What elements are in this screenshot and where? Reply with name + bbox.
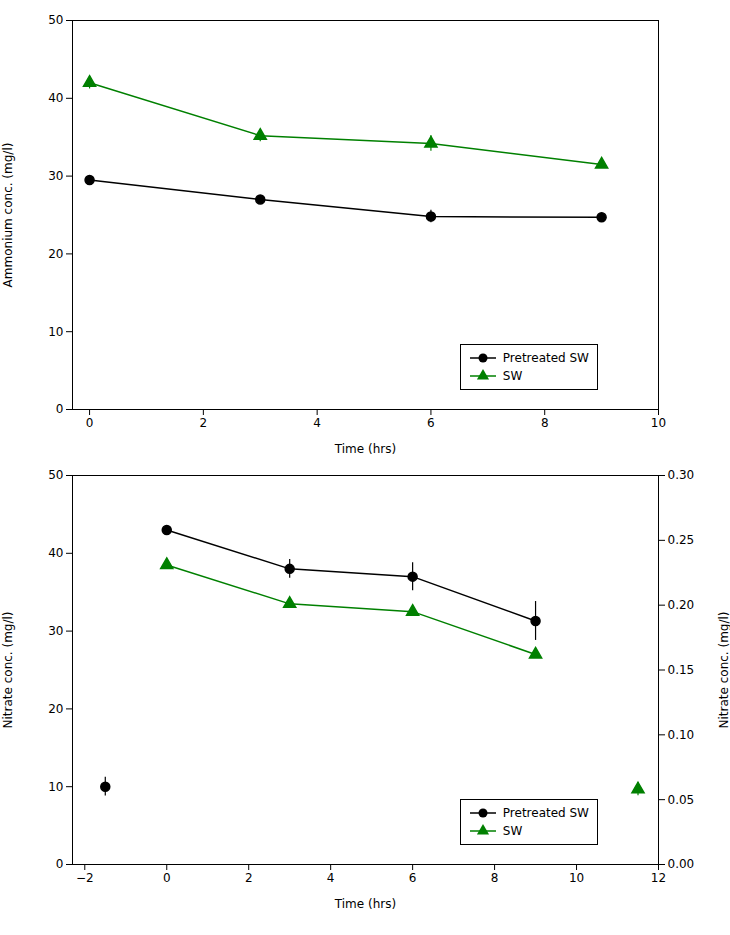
svg-text:10: 10 xyxy=(651,416,666,430)
svg-text:2: 2 xyxy=(245,871,253,885)
svg-text:0: 0 xyxy=(56,402,64,416)
svg-text:10: 10 xyxy=(48,325,63,339)
svg-text:30: 30 xyxy=(48,169,63,183)
svg-text:40: 40 xyxy=(48,91,63,105)
svg-text:30: 30 xyxy=(48,624,63,638)
svg-text:8: 8 xyxy=(541,416,549,430)
svg-text:6: 6 xyxy=(427,416,435,430)
svg-text:12: 12 xyxy=(651,871,666,885)
svg-text:Nitrate conc. (mg/l): Nitrate conc. (mg/l) xyxy=(717,611,730,728)
svg-text:Nitrate conc. (mg/l): Nitrate conc. (mg/l) xyxy=(1,611,15,728)
svg-text:20: 20 xyxy=(48,702,63,716)
svg-text:0: 0 xyxy=(163,871,171,885)
svg-text:0.15: 0.15 xyxy=(668,663,695,677)
svg-text:6: 6 xyxy=(409,871,417,885)
html-text:Pretreated SW: Pretreated SW xyxy=(502,806,589,820)
svg-text:0.25: 0.25 xyxy=(668,533,695,547)
html-text:SW: SW xyxy=(502,369,523,383)
svg-text:20: 20 xyxy=(48,247,63,261)
svg-text:40: 40 xyxy=(48,546,63,560)
svg-text:−2: −2 xyxy=(76,871,94,885)
svg-text:4: 4 xyxy=(327,871,335,885)
svg-text:Time (hrs): Time (hrs) xyxy=(334,442,396,456)
svg-text:0: 0 xyxy=(56,857,64,871)
svg-text:0.05: 0.05 xyxy=(668,793,695,807)
svg-text:2: 2 xyxy=(200,416,208,430)
svg-text:0.10: 0.10 xyxy=(668,728,695,742)
svg-text:50: 50 xyxy=(48,13,63,27)
html-text:SW: SW xyxy=(502,824,523,838)
html-text:Pretreated SW: Pretreated SW xyxy=(502,351,589,365)
svg-text:Ammonium conc. (mg/l): Ammonium conc. (mg/l) xyxy=(1,143,15,288)
svg-text:0.20: 0.20 xyxy=(668,598,695,612)
svg-text:0.30: 0.30 xyxy=(668,468,695,482)
svg-text:Time (hrs): Time (hrs) xyxy=(334,897,396,911)
svg-text:0.00: 0.00 xyxy=(668,857,695,871)
svg-text:10: 10 xyxy=(48,780,63,794)
svg-text:10: 10 xyxy=(569,871,584,885)
svg-text:4: 4 xyxy=(313,416,321,430)
svg-text:0: 0 xyxy=(86,416,94,430)
svg-text:50: 50 xyxy=(48,468,63,482)
svg-text:8: 8 xyxy=(491,871,499,885)
